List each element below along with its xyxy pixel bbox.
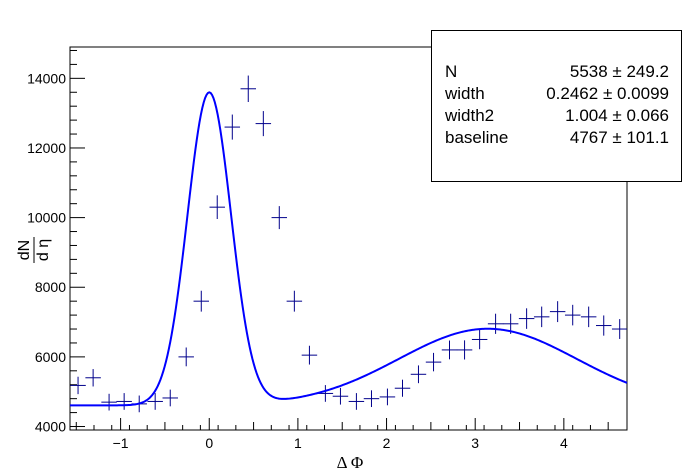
y-axis-label: dN d η [16, 237, 52, 263]
data-point [487, 313, 504, 334]
data-point [441, 340, 458, 360]
stat-name: width [445, 84, 485, 103]
y-tick-label: 12000 [27, 140, 66, 156]
data-point [518, 308, 535, 329]
data-point [348, 393, 365, 410]
data-point [271, 206, 288, 230]
data-point [209, 195, 225, 220]
data-point [178, 347, 194, 367]
data-points [70, 75, 627, 413]
data-point [301, 345, 318, 365]
data-point [147, 393, 163, 410]
stat-row-width2: width2 1.004 ± 0.066 [445, 106, 669, 128]
fit-curve [70, 91, 628, 407]
x-tick-label: 2 [383, 435, 391, 451]
y-axis: 4000 6000 8000 10000 12000 14000 [27, 49, 85, 435]
data-point [471, 329, 488, 350]
y-axis-label-numerator: dN [16, 240, 33, 260]
stat-value: 5538 ± 249.2 [569, 62, 669, 81]
x-axis: −1 0 1 2 3 4 [75, 418, 609, 451]
data-point [240, 75, 256, 103]
y-tick-label: 10000 [27, 210, 66, 226]
stat-row-n: N 5538 ± 249.2 [445, 62, 669, 84]
data-point [255, 111, 272, 137]
x-tick-label: 4 [560, 435, 568, 451]
data-point [425, 352, 442, 372]
y-axis-label-denominator: d η [35, 239, 52, 261]
x-axis-label: Δ Φ [337, 453, 364, 472]
x-tick-label: 1 [294, 435, 302, 451]
plot-frame [69, 46, 628, 431]
data-point [85, 369, 101, 387]
stat-row-baseline: baseline 4767 ± 101.1 [445, 128, 669, 150]
y-tick-label: 14000 [27, 70, 66, 86]
data-point [317, 385, 334, 402]
fit-stats-box: N 5538 ± 249.2 width 0.2462 ± 0.0099 wid… [431, 30, 682, 182]
stat-value: 0.2462 ± 0.0099 [546, 84, 669, 103]
data-point [456, 340, 473, 360]
y-tick-label: 4000 [35, 419, 66, 435]
data-point [379, 388, 396, 406]
data-point [549, 301, 566, 323]
data-point [596, 315, 612, 336]
data-point [286, 290, 303, 312]
data-point [332, 387, 349, 405]
x-tick-label: 3 [471, 435, 479, 451]
stat-value: 1.004 ± 0.066 [565, 106, 669, 125]
y-tick-label: 8000 [35, 279, 66, 295]
stat-row-width: width 0.2462 ± 0.0099 [445, 84, 669, 106]
data-point [193, 290, 210, 312]
data-point [564, 304, 581, 326]
data-point [101, 393, 117, 411]
data-point [410, 365, 427, 384]
data-point [611, 319, 627, 339]
data-point [70, 376, 86, 395]
data-point [363, 390, 380, 408]
data-point [533, 306, 550, 328]
x-tick-label: −1 [113, 435, 129, 451]
data-point [162, 389, 178, 407]
stat-name: N [445, 62, 458, 81]
data-point [394, 379, 411, 397]
data-point [580, 306, 597, 328]
stat-name: width2 [445, 106, 495, 125]
x-tick-label: 0 [205, 435, 213, 451]
stat-value: 4767 ± 101.1 [569, 128, 669, 147]
stat-name: baseline [445, 128, 509, 147]
data-point [224, 114, 241, 140]
y-tick-label: 6000 [35, 349, 66, 365]
data-point [116, 393, 132, 410]
